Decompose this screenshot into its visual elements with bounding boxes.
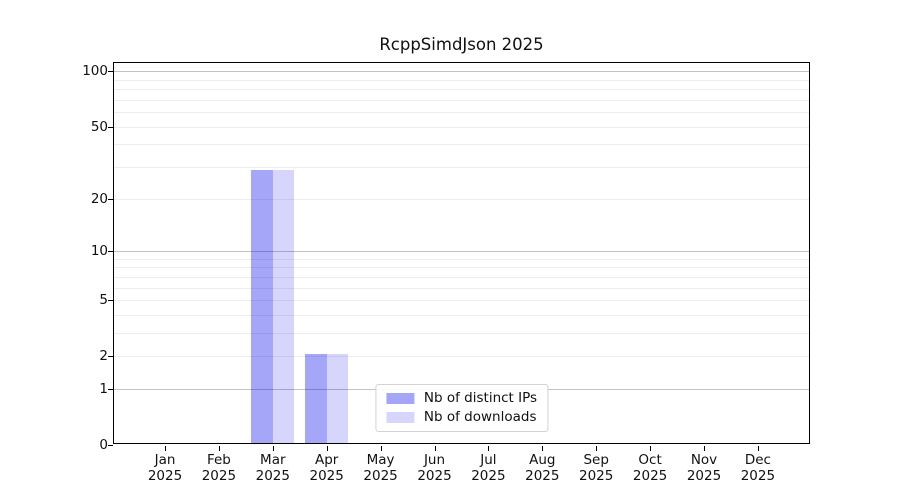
x-axis-tick-label: Dec 2025: [740, 452, 776, 484]
legend-label-downloads: Nb of downloads: [423, 409, 537, 425]
gridline-minor: [114, 198, 809, 200]
x-axis-tick: [434, 446, 436, 451]
x-axis-tick: [542, 446, 544, 451]
gridline-minor: [114, 112, 809, 114]
gridline-minor: [114, 332, 809, 334]
x-axis-tick: [704, 446, 705, 451]
y-axis-tick-label: 5: [99, 291, 108, 308]
y-axis-tick-label: 1: [99, 380, 108, 397]
x-axis-tick-label: Sep 2025: [579, 452, 614, 484]
y-axis-tick-label: 20: [90, 190, 108, 207]
y-axis-tick-label: 50: [90, 118, 108, 135]
x-axis-tick: [650, 446, 652, 451]
legend-entry-distinct-ips: Nb of distinct IPs: [385, 390, 538, 406]
legend-swatch-downloads: [385, 412, 414, 423]
y-axis-tick-label: 10: [90, 242, 108, 259]
x-axis-tick: [380, 446, 382, 451]
gridline-minor: [114, 287, 809, 289]
legend-entry-downloads: Nb of downloads: [385, 409, 537, 425]
y-axis-tick: [108, 388, 113, 390]
x-axis-tick-label: Aug 2025: [525, 452, 560, 484]
y-axis-tick: [108, 71, 113, 73]
legend-label-distinct-ips: Nb of distinct IPs: [423, 390, 538, 406]
gridline-minor: [114, 299, 809, 301]
chart-legend: Nb of distinct IPs Nb of downloads: [374, 384, 549, 432]
x-axis-tick-label: Jan 2025: [147, 452, 183, 484]
gridline-minor: [114, 167, 809, 168]
bar-downloads: [272, 170, 295, 443]
bar-distinct-ips: [251, 170, 273, 443]
gridline-minor: [114, 144, 809, 146]
y-axis-tick: [108, 250, 113, 252]
gridline-minor: [114, 99, 809, 101]
gridline-major: [114, 71, 809, 73]
x-axis-tick-label: Mar 2025: [255, 452, 290, 484]
gridline-minor: [114, 267, 809, 269]
y-axis-tick-label: 0: [99, 437, 108, 453]
plot-area: Nb of distinct IPs Nb of downloads 0 1 2 5 1…: [82, 62, 810, 484]
gridline-minor: [114, 89, 809, 91]
x-axis-tick: [218, 446, 220, 451]
y-axis-tick: [108, 198, 113, 200]
gridline-minor: [114, 126, 809, 128]
x-axis-tick-label: Jul 2025: [471, 452, 506, 484]
y-axis-tick: [108, 126, 113, 128]
gridline-minor: [114, 276, 809, 278]
x-axis-tick-label: May 2025: [363, 452, 398, 484]
x-axis-tick-label: Apr 2025: [309, 452, 344, 484]
bar-downloads: [326, 354, 349, 443]
x-axis-tick: [596, 446, 598, 451]
gridline-minor: [114, 79, 809, 81]
x-axis-tick-label: Nov 2025: [686, 452, 722, 484]
x-axis-tick: [488, 446, 490, 451]
y-axis-tick-label: 100: [82, 63, 108, 80]
y-axis-tick: [108, 356, 113, 358]
gridline-minor: [114, 314, 809, 316]
x-axis-tick: [272, 446, 274, 451]
legend-swatch-distinct-ips: [385, 393, 414, 404]
x-axis-tick: [326, 446, 328, 451]
gridline-major: [114, 250, 809, 252]
y-axis-tick-label: 2: [99, 348, 108, 365]
chart-title: RcppSimdJson 2025: [379, 35, 544, 54]
x-axis-tick: [757, 446, 759, 451]
x-axis-tick-label: Feb 2025: [201, 452, 237, 484]
gridline-minor: [114, 258, 809, 260]
x-axis-tick-label: Oct 2025: [632, 452, 668, 484]
x-axis-tick-label: Jun 2025: [417, 452, 452, 484]
y-axis-tick: [108, 299, 113, 301]
bar-distinct-ips: [305, 354, 327, 443]
x-axis-tick: [165, 446, 166, 451]
y-axis-tick: [108, 445, 113, 446]
gridline-minor: [114, 356, 809, 358]
